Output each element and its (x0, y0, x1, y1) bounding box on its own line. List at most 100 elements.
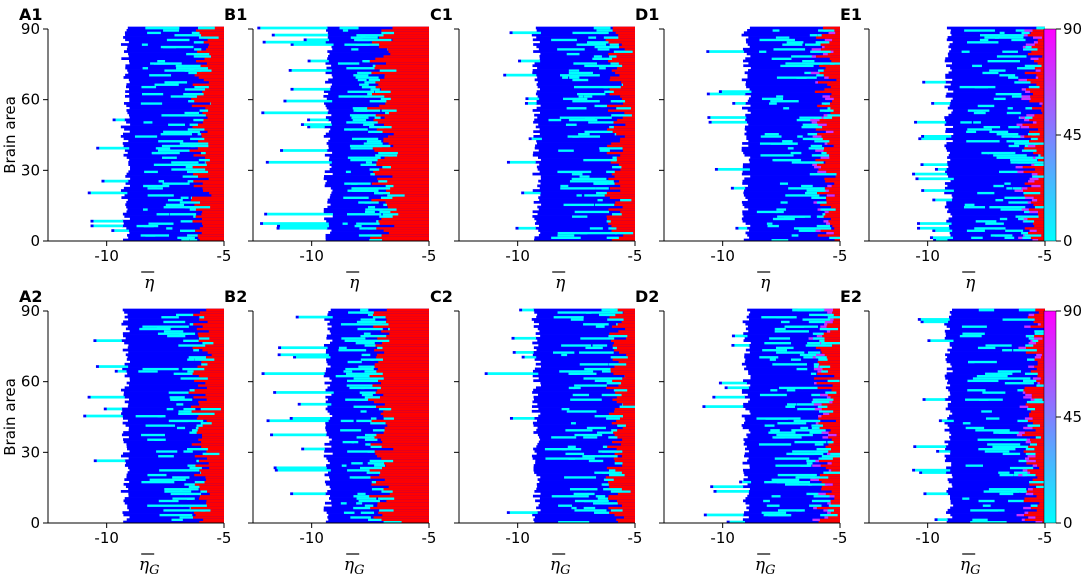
cell (377, 208, 397, 211)
cell (951, 400, 1045, 404)
cell (1034, 113, 1045, 117)
cell (201, 135, 224, 138)
cell (327, 205, 429, 209)
cell (597, 497, 609, 500)
cell (966, 130, 977, 134)
cell (377, 445, 429, 448)
cell (1026, 78, 1045, 82)
cell (962, 332, 985, 335)
cell (912, 172, 916, 176)
cell (189, 506, 191, 510)
cell (969, 203, 975, 207)
cell (621, 80, 635, 84)
cell (1028, 379, 1045, 383)
cell (568, 372, 578, 375)
cell (560, 184, 569, 188)
cell (375, 153, 393, 157)
cell (625, 336, 635, 340)
cell (332, 76, 429, 79)
cell (536, 142, 635, 145)
panel-label: A2 (19, 287, 43, 306)
x-axis-label: η (144, 273, 155, 293)
heatmap-E2 (912, 308, 1045, 524)
cell (383, 139, 429, 143)
cell (383, 393, 429, 397)
x-tick-label: -10 (710, 247, 735, 265)
cell (832, 508, 840, 512)
cell (1030, 506, 1045, 510)
cell (148, 222, 174, 225)
cell (732, 102, 736, 105)
cell (331, 499, 429, 503)
cell (772, 362, 807, 366)
cell (522, 308, 534, 312)
cell (979, 33, 1000, 37)
cell (743, 339, 840, 342)
cell (204, 367, 224, 371)
cell (204, 137, 224, 141)
cell (1036, 229, 1045, 232)
cell (533, 395, 635, 399)
cell (337, 61, 360, 65)
cell (821, 165, 840, 169)
cell (280, 149, 284, 152)
cell (749, 236, 840, 240)
cell (370, 461, 385, 465)
cell (584, 367, 611, 371)
cell (532, 153, 635, 157)
cell (618, 424, 626, 427)
cell (331, 438, 429, 441)
cell (816, 36, 840, 39)
cell (614, 348, 635, 352)
cell (829, 153, 840, 157)
cell (1040, 184, 1045, 188)
cell (614, 461, 623, 465)
cell (608, 85, 635, 89)
cell (616, 395, 635, 399)
cell (742, 212, 840, 216)
cell (531, 137, 542, 141)
cell (598, 31, 609, 35)
cell (932, 236, 954, 240)
cell (746, 365, 840, 368)
cell (360, 318, 376, 321)
cell (616, 99, 626, 103)
cell (771, 238, 789, 242)
cell (747, 29, 840, 32)
cell (198, 142, 224, 145)
cell (124, 341, 224, 345)
cell (922, 471, 947, 474)
cell (120, 125, 224, 129)
cell (1024, 386, 1045, 390)
cell (817, 123, 827, 126)
cell (281, 346, 328, 350)
cell (1037, 362, 1045, 366)
cell (386, 109, 429, 112)
cell (612, 398, 635, 401)
cell (821, 102, 830, 105)
cell (947, 402, 1045, 406)
cell (539, 59, 635, 63)
cell (157, 332, 189, 335)
cell (620, 442, 635, 446)
cell (950, 506, 1045, 510)
cell (832, 99, 840, 103)
cell (611, 158, 617, 162)
cell (329, 412, 429, 416)
cell (611, 69, 635, 72)
cell (993, 153, 1027, 157)
cell (616, 226, 635, 230)
cell (123, 440, 224, 444)
cell (326, 26, 429, 30)
cell (193, 515, 224, 519)
cell (748, 515, 840, 519)
cell (120, 388, 224, 392)
cell (276, 466, 327, 470)
cell (297, 402, 301, 406)
cell (612, 379, 635, 383)
heatmap-C2 (484, 308, 635, 524)
cell (193, 142, 209, 145)
cell (975, 219, 997, 223)
cell (815, 127, 840, 131)
cell (1027, 52, 1045, 56)
